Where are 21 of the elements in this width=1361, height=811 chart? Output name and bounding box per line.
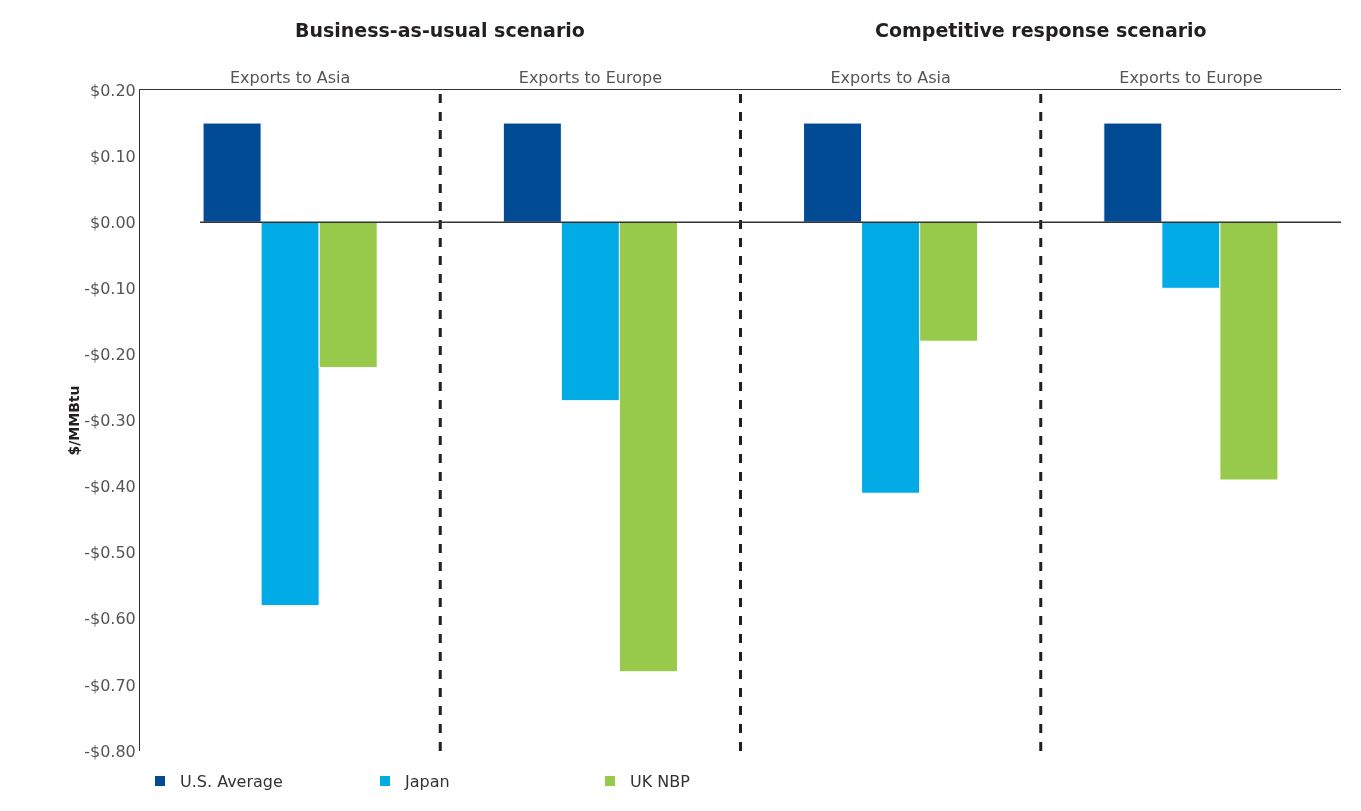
legend-label: UK NBP xyxy=(630,772,691,792)
y-tick-label: -$0.60 xyxy=(84,609,136,629)
y-tick-label: $0.00 xyxy=(89,212,136,232)
y-tick-label: -$0.20 xyxy=(84,345,136,364)
legend-label: Japan xyxy=(404,772,450,792)
x-tick-label: Exports to Europe xyxy=(1119,67,1263,87)
y-tick-label: $0.20 xyxy=(89,80,136,100)
y-tick-label: -$0.50 xyxy=(84,543,136,563)
text: Business-as-usual scenario xyxy=(295,19,585,41)
y-tick-label: -$0.80 xyxy=(84,741,136,761)
y-tick-label: $0.10 xyxy=(89,146,136,166)
x-tick-label: Exports to Europe xyxy=(518,67,662,87)
x-tick-label: Exports to Asia xyxy=(830,67,951,87)
y-tick-label: -$0.30 xyxy=(84,411,136,431)
y-tick-label: -$0.10 xyxy=(84,278,136,298)
x-tick-label: Exports to Asia xyxy=(229,67,351,87)
text: Competitive response scenario xyxy=(875,19,1207,41)
y-tick-label: -$0.40 xyxy=(84,477,136,497)
y-axis-title: $/MMBtu xyxy=(66,385,83,456)
legend-label: U.S. Average xyxy=(180,772,283,792)
y-tick-label: -$0.70 xyxy=(84,675,136,695)
